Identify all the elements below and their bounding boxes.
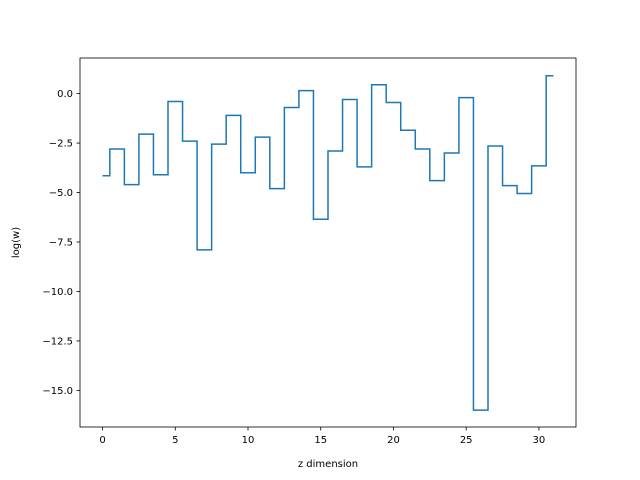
- series-layer: [102, 75, 554, 411]
- y-tick-label: −7.5: [49, 238, 73, 249]
- x-tick-label: 30: [533, 435, 546, 446]
- x-tick-label: 10: [242, 435, 255, 446]
- y-ticks: 0.0 −2.5 −5.0 −7.5 −10.0 −12.5 −15.0: [42, 89, 80, 397]
- y-tick-label: −5.0: [49, 188, 73, 199]
- y-tick-label: −10.0: [42, 287, 73, 298]
- y-tick-label: 0.0: [57, 89, 73, 100]
- x-tick-label: 5: [172, 435, 178, 446]
- y-tick-label: −2.5: [49, 139, 73, 150]
- x-tick-label: 20: [387, 435, 400, 446]
- x-ticks: 0 5 10 15 20 25 30: [99, 427, 545, 446]
- series-line-0: [102, 75, 554, 411]
- y-tick-label: −15.0: [42, 386, 73, 397]
- x-tick-label: 15: [314, 435, 327, 446]
- x-tick-label: 0: [99, 435, 105, 446]
- plot-frame: [79, 57, 577, 428]
- y-tick-label: −12.5: [42, 336, 73, 347]
- x-tick-label: 25: [460, 435, 473, 446]
- y-axis-label: log(w): [11, 227, 22, 258]
- x-axis-label: z dimension: [298, 459, 358, 470]
